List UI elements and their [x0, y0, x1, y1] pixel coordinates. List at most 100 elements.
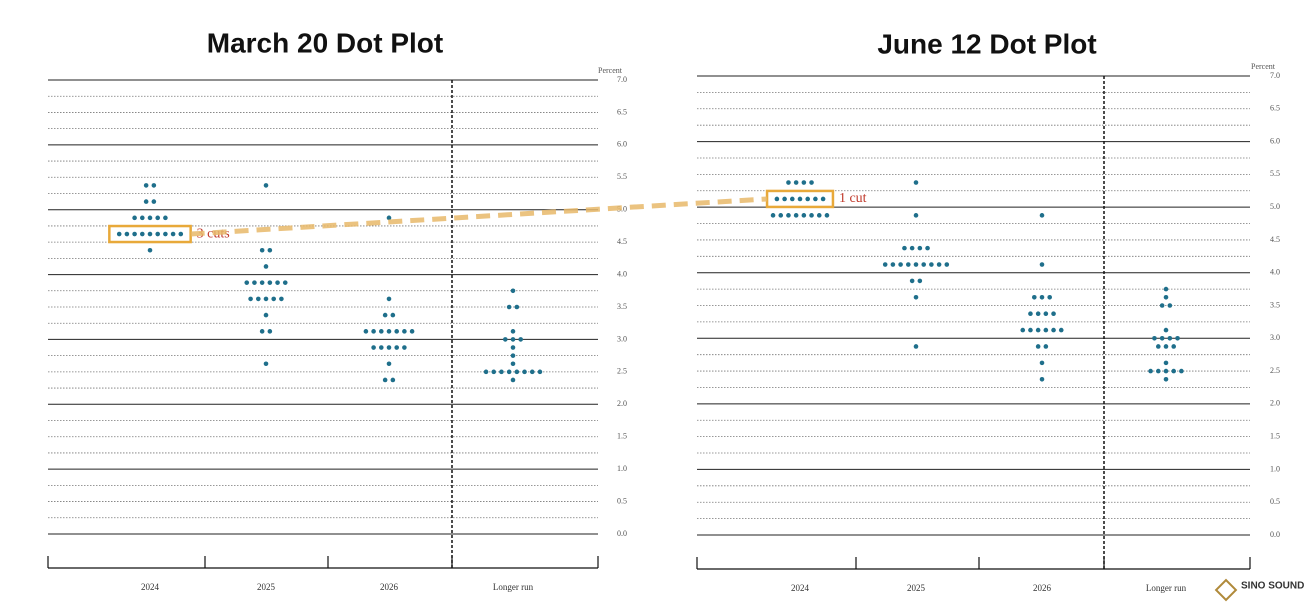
dot	[944, 262, 950, 267]
dot	[1043, 327, 1049, 333]
dot	[1156, 368, 1161, 374]
dot	[1167, 303, 1173, 308]
dot	[140, 231, 145, 237]
dot	[1163, 368, 1169, 374]
y-axis-label: Percent	[598, 66, 623, 75]
dot	[491, 369, 497, 375]
dot	[147, 215, 153, 221]
dot	[1039, 360, 1045, 366]
y-tick-label: 4.0	[617, 269, 627, 278]
dot	[820, 196, 826, 202]
dot	[140, 215, 145, 221]
dot	[263, 361, 269, 367]
dot	[1167, 335, 1173, 341]
dot	[510, 337, 516, 342]
dot	[1159, 335, 1165, 341]
dot	[917, 245, 923, 251]
dot	[1039, 295, 1045, 300]
dot	[503, 337, 508, 342]
dot	[790, 196, 795, 202]
chart: March 20 Dot Plot Percent 0.0 0.5 1.0 1.5 2.0 2…	[47, 27, 627, 592]
y-tick-label: 2.0	[1270, 399, 1280, 408]
dot	[902, 245, 907, 251]
dot	[778, 213, 784, 218]
dot	[147, 247, 153, 253]
dot	[271, 296, 277, 302]
x-tick-label: Longer run	[1146, 583, 1187, 593]
y-tick-label: 1.5	[617, 432, 627, 441]
dot	[379, 345, 384, 350]
y-tick-label: 5.0	[1270, 202, 1280, 211]
dot	[1020, 327, 1026, 333]
dot	[518, 337, 523, 342]
dot	[255, 296, 261, 302]
dot	[1028, 327, 1033, 333]
dot	[1159, 303, 1165, 308]
dot	[499, 369, 504, 375]
dot	[786, 180, 791, 185]
dot	[275, 280, 280, 285]
y-tick-label: 5.5	[617, 172, 627, 181]
dot	[909, 245, 915, 251]
dot	[151, 199, 157, 204]
dot	[797, 196, 803, 202]
dot	[786, 213, 791, 218]
dot	[263, 296, 269, 302]
dot	[510, 345, 516, 350]
dot	[816, 213, 822, 218]
dot	[510, 377, 516, 383]
dot	[155, 215, 160, 221]
dot	[409, 329, 415, 334]
dot	[1163, 286, 1169, 292]
dot	[921, 262, 926, 267]
x-tick-label: 2025	[257, 582, 276, 592]
dot	[1156, 344, 1161, 349]
dot	[155, 231, 160, 237]
y-tick-label: 6.0	[1270, 136, 1280, 145]
dot	[483, 369, 489, 375]
dot	[1028, 311, 1033, 316]
dot	[1163, 327, 1169, 333]
y-tick-label: 0.5	[1270, 497, 1280, 506]
dot	[394, 329, 400, 334]
dot	[259, 247, 265, 253]
dot	[510, 288, 516, 294]
dot	[386, 215, 392, 221]
y-tick-label: 1.0	[617, 464, 627, 473]
dot	[143, 199, 149, 204]
dot	[913, 180, 919, 185]
dot	[510, 361, 516, 367]
dot	[909, 278, 915, 284]
dot	[371, 345, 376, 350]
dot	[402, 345, 407, 350]
dot	[1051, 327, 1056, 333]
dot	[522, 369, 527, 375]
x-tick-label: Longer run	[493, 582, 534, 592]
y-tick-label: 1.0	[1270, 464, 1280, 473]
y-tick-label: 6.0	[617, 140, 627, 149]
connector	[190, 196, 768, 237]
y-tick-label: 0.0	[1270, 530, 1280, 539]
dot	[244, 280, 250, 285]
dot	[913, 213, 919, 218]
y-tick-label: 4.5	[617, 237, 627, 246]
y-axis-label: Percent	[1251, 62, 1276, 71]
y-tick-label: 6.5	[1270, 104, 1280, 113]
dot	[386, 329, 392, 334]
dot	[116, 231, 122, 237]
dot	[809, 213, 814, 218]
dot	[371, 329, 376, 334]
dot	[1152, 335, 1157, 341]
dot	[163, 215, 168, 221]
dot	[1043, 311, 1049, 316]
dot	[506, 369, 512, 375]
dot	[163, 231, 168, 237]
x-tick-label: 2024	[791, 583, 810, 593]
dot	[263, 183, 269, 188]
y-tick-label: 1.5	[1270, 431, 1280, 440]
dot	[510, 329, 516, 334]
dot	[382, 377, 388, 383]
dot	[1051, 311, 1056, 316]
dot	[925, 245, 930, 251]
